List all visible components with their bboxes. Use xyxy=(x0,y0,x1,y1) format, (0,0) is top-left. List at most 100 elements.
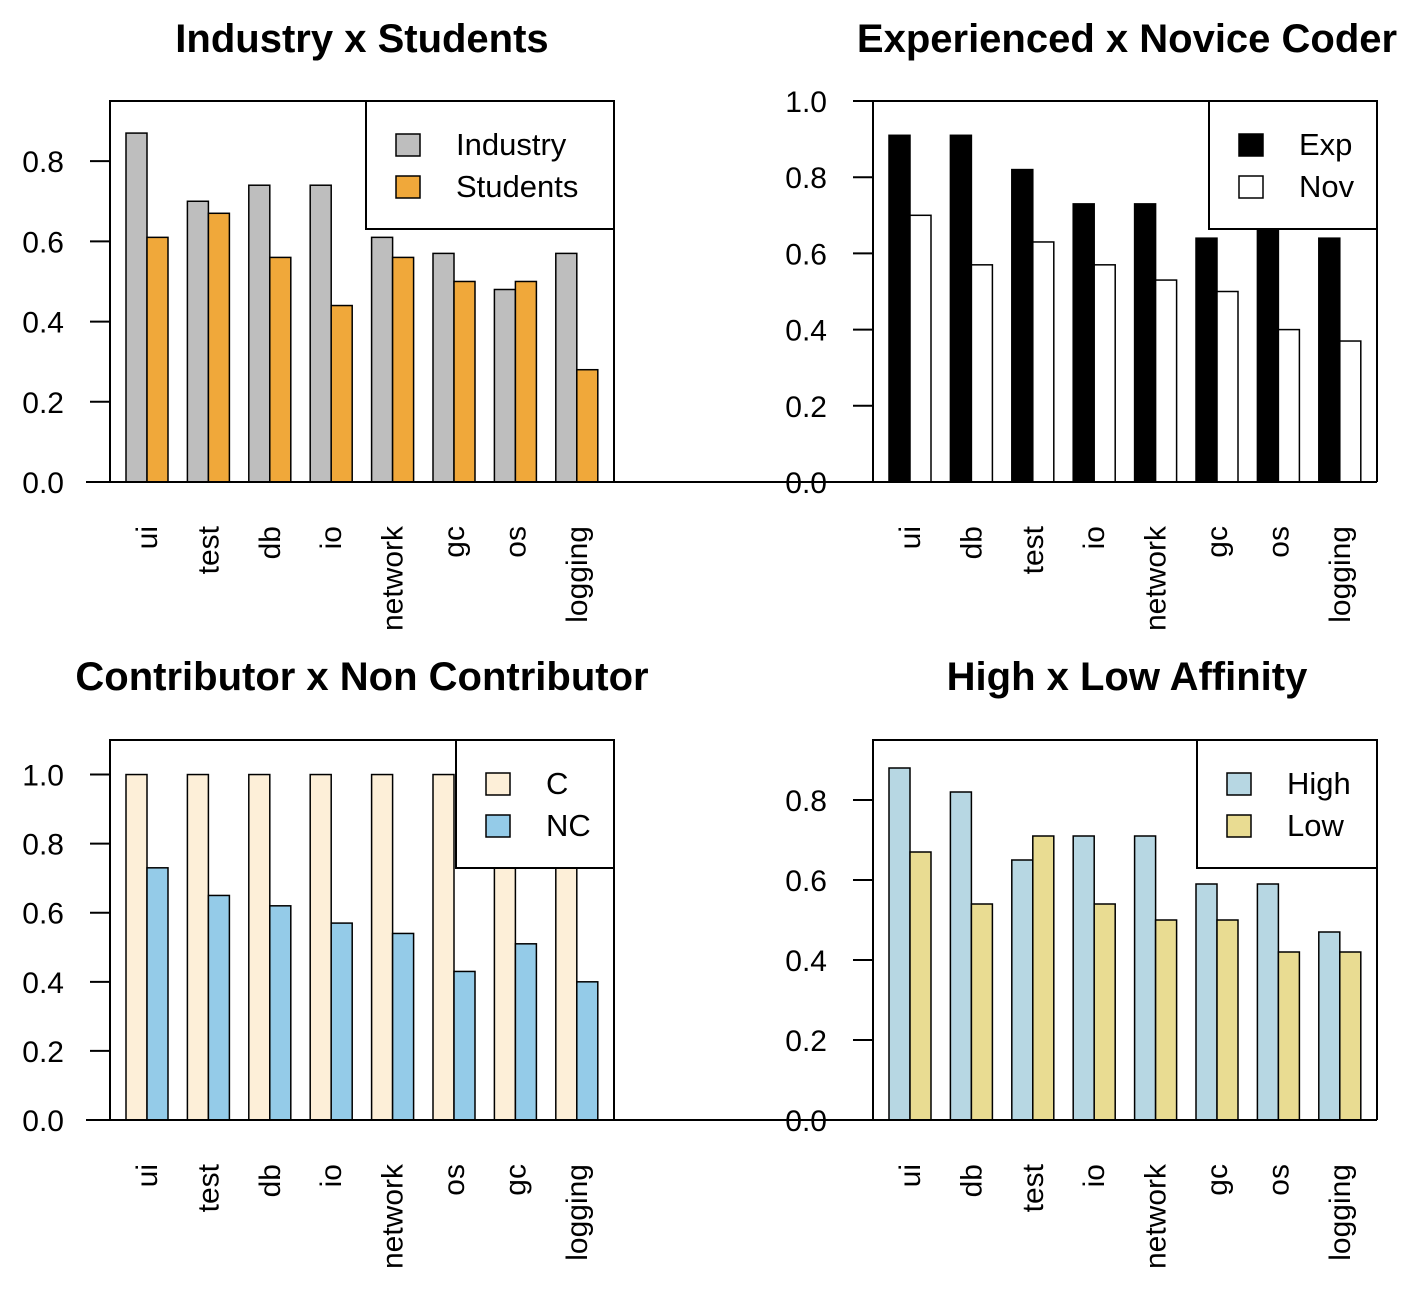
bar-industry-gc xyxy=(432,252,455,483)
bar-exp-gc xyxy=(1195,237,1218,483)
chart-title: High x Low Affinity xyxy=(947,655,1308,699)
bar-nc-test xyxy=(207,894,231,1121)
x-tick-label: network xyxy=(1140,1163,1173,1269)
legend-label-students: Students xyxy=(456,169,578,204)
bar-c-network xyxy=(370,773,394,1121)
bar-high-db xyxy=(949,791,973,1121)
bar-nc-ui xyxy=(146,867,169,1121)
x-tick-label: io xyxy=(315,1164,348,1187)
x-tick-label: db xyxy=(955,1164,988,1197)
bar-high-test xyxy=(1011,859,1034,1121)
bar-high-logging xyxy=(1318,931,1341,1121)
plot-frame xyxy=(109,100,615,482)
legend xyxy=(365,100,615,230)
x-tick-label: gc xyxy=(499,1164,532,1196)
legend-swatch-c xyxy=(485,772,511,796)
legend-swatch-high xyxy=(1226,772,1252,796)
y-tick-label: 0.8 xyxy=(785,785,827,818)
bar-industry-io xyxy=(309,184,332,483)
bar-nc-logging xyxy=(576,981,599,1121)
bar-students-os xyxy=(514,280,538,483)
bar-exp-logging xyxy=(1318,237,1341,483)
x-tick-label: network xyxy=(377,1163,410,1269)
bar-high-gc xyxy=(1195,883,1218,1121)
bar-nov-ui xyxy=(909,214,932,483)
y-tick-label: 0.0 xyxy=(785,1105,827,1138)
x-tick-label: network xyxy=(377,525,410,631)
plot-frame xyxy=(109,739,615,1120)
y-tick-label: 0.6 xyxy=(22,226,64,259)
bar-industry-os xyxy=(493,288,517,483)
x-tick-label: logging xyxy=(1324,526,1357,623)
x-tick-label: test xyxy=(192,1163,225,1212)
bar-industry-logging xyxy=(555,252,578,483)
y-tick-label: 0.6 xyxy=(785,865,827,898)
bar-c-io xyxy=(309,773,332,1121)
x-tick-label: os xyxy=(438,1164,471,1196)
x-tick-label: gc xyxy=(438,526,471,558)
x-tick-label: gc xyxy=(1201,1164,1234,1196)
bar-students-io xyxy=(330,304,353,483)
x-tick-label: logging xyxy=(561,1164,594,1261)
legend-swatch-students xyxy=(395,175,421,199)
x-tick-label: io xyxy=(315,526,348,549)
x-tick-label: os xyxy=(1262,1164,1295,1196)
x-tick-label: ui xyxy=(894,526,927,549)
bar-industry-test xyxy=(186,200,210,483)
bar-low-os xyxy=(1277,951,1301,1121)
y-tick-label: 0.4 xyxy=(785,315,827,348)
bar-exp-test xyxy=(1011,168,1034,483)
y-tick-label: 0.4 xyxy=(22,307,64,340)
x-tick-label: os xyxy=(1262,526,1295,558)
bar-nov-db xyxy=(970,264,994,483)
x-tick-label: test xyxy=(1017,1163,1050,1212)
legend-swatch-industry xyxy=(395,133,421,157)
y-tick-label: 0.2 xyxy=(785,391,827,424)
bar-students-network xyxy=(391,256,415,483)
legend-label-nov: Nov xyxy=(1299,169,1355,204)
bar-low-test xyxy=(1032,835,1055,1121)
bar-low-io xyxy=(1093,903,1116,1121)
y-tick-label: 0.8 xyxy=(22,146,64,179)
bar-industry-db xyxy=(248,184,271,483)
bar-students-test xyxy=(207,212,231,483)
y-tick-label: 0.6 xyxy=(22,898,64,931)
legend-label-high: High xyxy=(1287,766,1351,801)
x-tick-label: test xyxy=(1017,525,1050,574)
bar-industry-ui xyxy=(125,132,148,483)
bar-high-os xyxy=(1256,883,1280,1121)
x-tick-label: test xyxy=(192,525,225,574)
bar-nc-network xyxy=(391,932,415,1121)
bar-nov-os xyxy=(1277,328,1301,483)
bar-c-ui xyxy=(125,773,148,1121)
bar-nov-gc xyxy=(1216,290,1239,483)
x-tick-label: network xyxy=(1140,525,1173,631)
chart-panel-3: Contributor x Non Contributor ui test db io n… xyxy=(22,655,648,1269)
y-tick-label: 0.8 xyxy=(785,162,827,195)
bar-nov-test xyxy=(1032,241,1055,483)
bar-c-os xyxy=(432,773,455,1121)
bar-nc-io xyxy=(330,922,353,1121)
legend-label-c: C xyxy=(546,766,568,801)
bar-high-network xyxy=(1133,835,1157,1121)
bar-industry-network xyxy=(370,236,394,483)
y-tick-label: 0.4 xyxy=(22,967,64,1000)
y-tick-label: 0.2 xyxy=(22,387,64,420)
plot-frame xyxy=(872,739,1378,1120)
bar-exp-io xyxy=(1072,203,1095,483)
bar-low-gc xyxy=(1216,919,1239,1121)
x-tick-label: io xyxy=(1078,526,1111,549)
chart-panel-1: Industry x Students ui test db io network gc os… xyxy=(22,17,615,631)
x-tick-label: ui xyxy=(131,1164,164,1187)
legend-label-industry: Industry xyxy=(456,127,567,162)
y-tick-label: 0.0 xyxy=(22,1105,64,1138)
bar-exp-os xyxy=(1256,214,1280,483)
bar-nov-io xyxy=(1093,264,1116,483)
y-tick-label: 0.2 xyxy=(785,1025,827,1058)
legend-swatch-nc xyxy=(485,814,511,838)
y-tick-label: 0.6 xyxy=(785,238,827,271)
legend-swatch-exp xyxy=(1238,133,1264,157)
